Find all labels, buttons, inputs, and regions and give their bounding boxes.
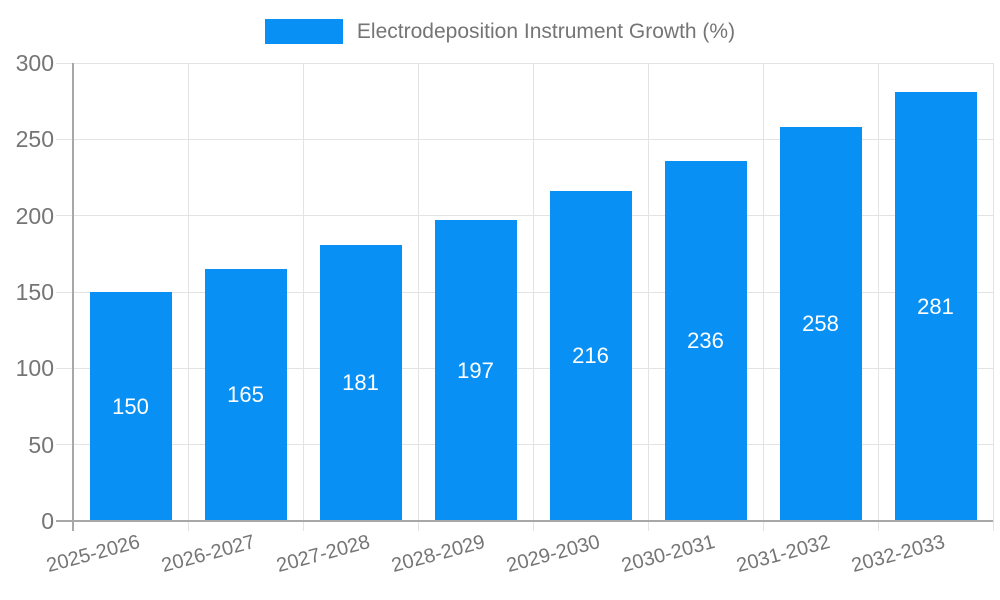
y-axis-tick-label: 100 (15, 355, 54, 382)
y-gridline (56, 62, 993, 64)
legend-label: Electrodeposition Instrument Growth (%) (356, 19, 736, 43)
x-axis-line (56, 520, 993, 522)
bar (549, 191, 632, 520)
x-gridline (762, 63, 764, 531)
bar-value-label: 197 (457, 357, 494, 383)
bar (89, 292, 172, 520)
x-gridline (532, 63, 534, 531)
y-axis-tick-label: 200 (15, 202, 54, 229)
y-axis-line (72, 63, 74, 531)
chart-legend: Electrodeposition Instrument Growth (%) (0, 19, 1000, 44)
y-gridline (56, 291, 993, 293)
x-axis-tick-label: 2025-2026 (44, 531, 143, 578)
bar-value-label: 216 (572, 343, 609, 369)
x-axis-tick-label: 2029-2030 (504, 531, 603, 578)
x-axis-tick-label: 2032-2033 (849, 531, 948, 578)
bar (664, 160, 747, 520)
bar-value-label: 165 (227, 382, 264, 408)
bar-value-label: 281 (917, 293, 954, 319)
y-gridline (56, 367, 993, 369)
x-axis-tick-label: 2026-2027 (159, 531, 258, 578)
x-gridline (187, 63, 189, 531)
x-gridline (992, 63, 994, 531)
y-axis-tick-label: 300 (15, 50, 54, 76)
y-axis-tick-label: 250 (15, 126, 54, 153)
y-gridline (56, 138, 993, 140)
x-gridline (647, 63, 649, 531)
bar (779, 127, 862, 520)
legend-swatch-icon (264, 19, 343, 44)
bar (319, 244, 402, 520)
bar-value-label: 236 (687, 327, 724, 353)
bar-value-label: 181 (342, 369, 379, 395)
bar (894, 92, 977, 520)
y-axis-tick-label: 0 (41, 508, 54, 534)
x-axis-tick-label: 2028-2029 (389, 531, 488, 578)
x-gridline (877, 63, 879, 531)
y-axis-tick-label: 150 (15, 279, 54, 305)
y-axis-tick-label: 50 (28, 431, 54, 458)
bar-value-label: 150 (112, 393, 149, 419)
bar (204, 269, 287, 520)
x-gridline (417, 63, 419, 531)
bar-value-label: 258 (802, 311, 839, 337)
x-gridline (302, 63, 304, 531)
x-axis-tick-label: 2030-2031 (619, 531, 718, 578)
y-gridline (56, 215, 993, 217)
x-axis-tick-label: 2031-2032 (734, 531, 833, 578)
y-gridline (56, 444, 993, 446)
x-axis-tick-label: 2027-2028 (274, 531, 373, 578)
bar (434, 220, 517, 520)
